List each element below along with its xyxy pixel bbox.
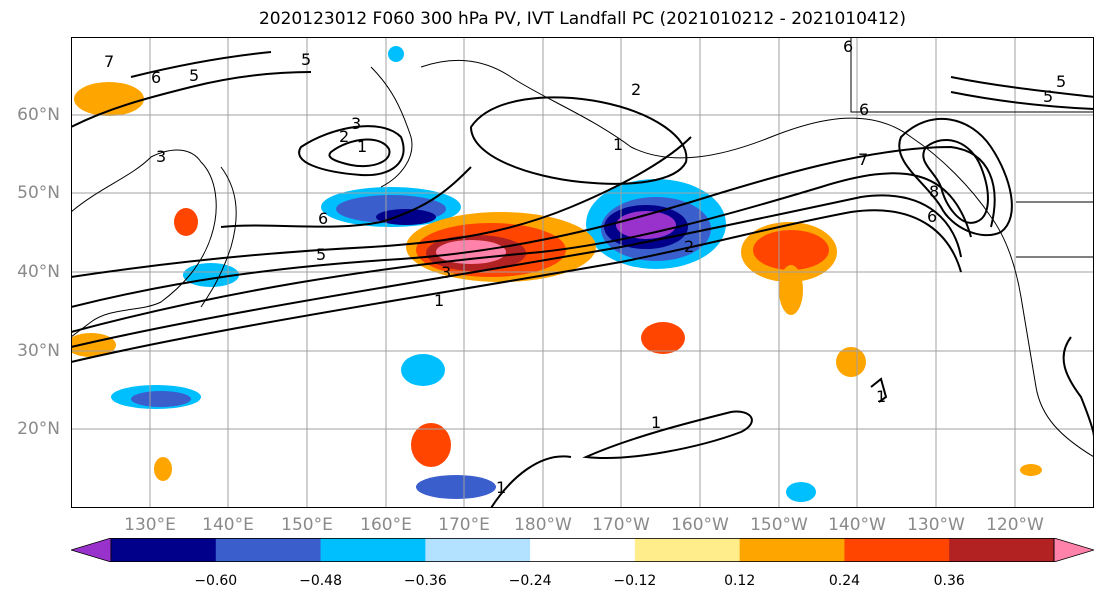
colorbar-segment <box>111 538 217 562</box>
lon-label: 150°E <box>281 515 333 535</box>
positive-anomaly-mid <box>641 322 685 354</box>
colorbar-segment <box>949 538 1055 562</box>
lon-label: 170°W <box>592 515 650 535</box>
contour-label: 6 <box>843 37 853 56</box>
colorbar-tick-label: −0.24 <box>508 573 552 589</box>
colorbar-segment <box>320 538 426 562</box>
contour-label: 8 <box>929 182 939 201</box>
colorbar-tick-label: −0.12 <box>613 573 657 589</box>
lon-label: 140°E <box>202 515 254 535</box>
contour-label: 3 <box>156 147 166 166</box>
contour-label: 3 <box>441 263 451 282</box>
contour-label: 1 <box>613 135 623 154</box>
contour-label: 6 <box>151 68 161 87</box>
pc-shading <box>71 46 1042 502</box>
positive-anomaly-se <box>836 347 866 377</box>
colorbar-extend-min <box>71 538 112 562</box>
lon-label: 160°E <box>360 515 412 535</box>
contour-label: 3 <box>351 114 361 133</box>
colorbar-segment <box>634 538 741 562</box>
contour-label: 5 <box>189 66 199 85</box>
colorbar <box>71 538 1094 562</box>
positive-anomaly-east-edge <box>1020 464 1042 476</box>
contour-label: 6 <box>859 100 869 119</box>
lon-label: 130°E <box>124 515 176 535</box>
graticule <box>71 37 1094 508</box>
colorbar-tick-label: −0.48 <box>299 573 342 589</box>
colorbar-segment <box>739 538 845 562</box>
lon-label: 150°W <box>750 515 808 535</box>
lon-label: 160°W <box>671 515 729 535</box>
contour-label: 1 <box>434 291 444 310</box>
map-title: 2020123012 F060 300 hPa PV, IVT Landfall… <box>258 9 906 29</box>
lon-label: 170°E <box>438 515 490 535</box>
coastlines <box>71 37 1094 458</box>
contour-label: 1 <box>496 478 506 497</box>
contour-label: 5 <box>1043 87 1053 106</box>
contour-label: 5 <box>301 50 311 69</box>
contour-labels: 7 6 5 5 3 2 3 1 1 6 5 3 1 2 2 1 1 1 6 5 … <box>104 37 1066 497</box>
colorbar-tick-label: −0.36 <box>403 573 447 589</box>
lon-label: 120°W <box>986 515 1044 535</box>
lat-label-30n: 30°N <box>17 341 60 361</box>
contour-label: 2 <box>631 80 641 99</box>
contour-label: 1 <box>651 413 661 432</box>
positive-anomaly-east-inner <box>753 230 829 270</box>
lat-label-60n: 60°N <box>17 105 60 125</box>
colorbar-tick-label: 0.24 <box>828 573 861 589</box>
colorbar-segment <box>530 538 636 562</box>
contour-label: 1 <box>876 387 886 406</box>
contour-label: 5 <box>316 245 326 264</box>
lat-label-40n: 40°N <box>17 262 60 282</box>
positive-anomaly-nw <box>74 82 144 116</box>
contour-label: 7 <box>858 150 868 169</box>
colorbar-segment <box>844 538 950 562</box>
lon-label: 130°W <box>907 515 965 535</box>
contour-label: 6 <box>927 207 937 226</box>
map-panel: 7 6 5 5 3 2 3 1 1 6 5 3 1 2 2 1 1 1 6 5 … <box>71 37 1094 508</box>
negative-anomaly-west-core <box>376 209 436 225</box>
negative-anomaly-se <box>786 482 816 502</box>
colorbar-tick-label: −0.60 <box>194 573 238 589</box>
contour-label: 1 <box>357 137 367 156</box>
negative-anomaly-mid <box>401 354 445 386</box>
lat-label-20n: 20°N <box>17 419 60 439</box>
negative-anomaly-south-inner <box>131 391 191 407</box>
colorbar-segment <box>215 538 322 562</box>
contour-label: 7 <box>104 52 114 71</box>
lon-label: 180°W <box>514 515 572 535</box>
negative-anomaly-north <box>388 46 404 62</box>
positive-anomaly-east-tail <box>779 265 803 315</box>
contour-label: 2 <box>339 127 349 146</box>
colorbar-extend-max <box>1053 538 1094 562</box>
lon-label: 140°W <box>828 515 886 535</box>
positive-anomaly-japan <box>174 208 198 236</box>
colorbar-outline <box>110 538 1055 562</box>
contour-label: 6 <box>318 209 328 228</box>
colorbar-tick-label: 0.36 <box>933 573 965 589</box>
lat-label-50n: 50°N <box>17 183 60 203</box>
positive-anomaly-south <box>411 423 451 467</box>
pv-contours <box>71 51 1094 508</box>
positive-anomaly-sw <box>154 457 172 481</box>
contour-label: 2 <box>684 237 694 256</box>
contour-label: 5 <box>1056 72 1066 91</box>
colorbar-segment <box>425 538 531 562</box>
colorbar-tick-label: 0.12 <box>724 573 756 589</box>
map-frame <box>71 37 1094 508</box>
negative-anomaly-bottom <box>416 475 496 499</box>
